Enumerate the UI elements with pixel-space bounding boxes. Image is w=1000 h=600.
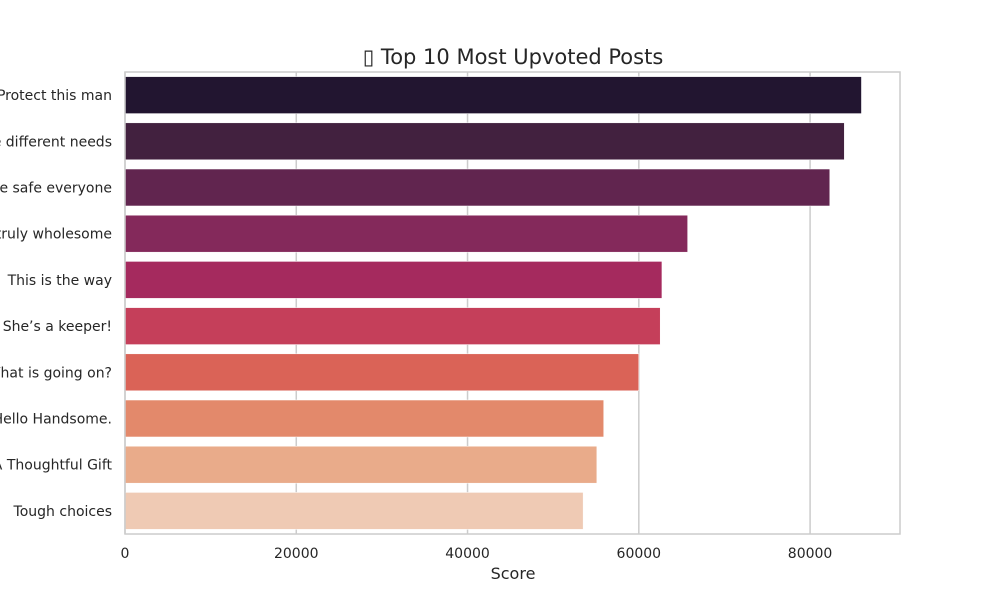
x-tick-label: 40000 xyxy=(445,546,490,562)
bar xyxy=(124,492,584,530)
x-tick-label: 20000 xyxy=(274,546,319,562)
bar xyxy=(124,214,688,253)
category-label: Tough choices xyxy=(13,504,112,520)
category-label: truly wholesome xyxy=(0,227,112,243)
x-tick-label: 80000 xyxy=(788,546,833,562)
bar xyxy=(124,122,845,161)
bar xyxy=(124,445,598,484)
category-label: She’s a keeper! xyxy=(3,319,112,335)
bar xyxy=(124,307,661,345)
category-label: Vhat is going on? xyxy=(0,365,112,381)
x-tick-label: 0 xyxy=(121,546,130,562)
x-tick-labels: 0 20000 40000 60000 80000 xyxy=(121,546,833,562)
plot-frame xyxy=(124,71,901,535)
category-label: Protect this man xyxy=(0,88,112,104)
bars xyxy=(124,76,862,530)
category-labels: Protect this man e different needs e safe … xyxy=(0,88,112,520)
category-label: This is the way xyxy=(7,273,112,289)
category-label: e different needs xyxy=(0,134,112,150)
chart-title: ▯ Top 10 Most Upvoted Posts xyxy=(363,45,664,69)
bar xyxy=(124,168,831,207)
bar xyxy=(124,353,640,392)
bar xyxy=(124,399,604,438)
bar xyxy=(124,76,862,114)
bar xyxy=(124,261,663,299)
category-label: e safe everyone xyxy=(0,181,112,197)
x-tick-label: 60000 xyxy=(617,546,662,562)
x-axis-title: Score xyxy=(491,564,536,583)
category-label: Hello Handsome. xyxy=(0,412,112,428)
category-label: A Thoughtful Gift xyxy=(0,458,112,474)
